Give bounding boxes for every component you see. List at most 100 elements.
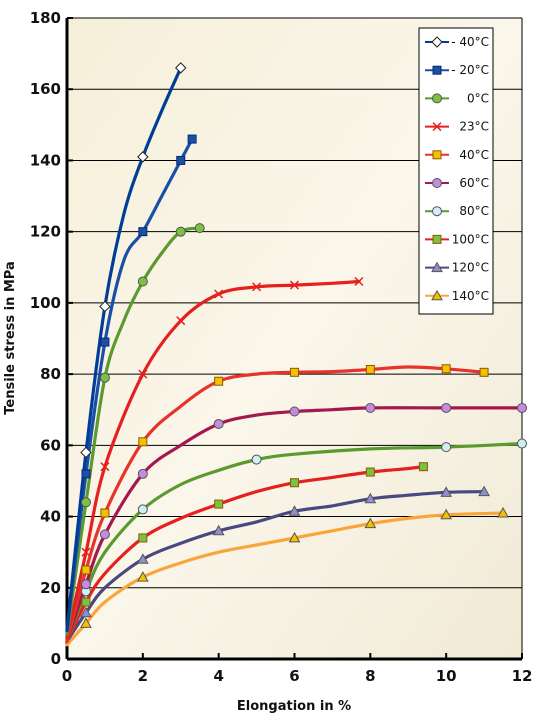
series-6-point-4 [517,438,527,449]
series-8-point-1 [136,553,149,564]
x-axis-title: Elongation in % [237,699,351,714]
series-9-line [65,511,505,647]
tick-labels: 0 20 40 60 80 100 120 140 160 180 0 2 4 6 8 10 12 [30,9,533,685]
series-5-point-4 [289,406,300,417]
series-9-point-1 [136,571,149,582]
series-8-point-3 [288,505,301,516]
x-tick-label-4: 4 [213,667,223,685]
axes [65,17,523,661]
series-3-point-4 [214,289,224,299]
legend: - 40°C - 20°C 0°C 23°C 40°C 60°C 80°C 100°C 120°… [418,27,494,315]
series-7-point-2 [214,499,224,509]
x-tick-label-12: 12 [512,667,533,685]
series-4-point-4 [290,367,299,377]
series-2-point-2 [137,276,148,287]
legend-marker-9 [431,289,443,301]
series-5-point-7 [517,402,527,413]
series-7-point-4 [365,467,375,477]
y-tick-label-140: 140 [30,151,61,169]
series-3-point-3 [176,316,186,326]
series-3-point-2 [138,369,148,379]
legend-label-6: 80°C [459,204,489,218]
series-8-point-0 [80,606,92,618]
series-0-point-2 [137,151,149,163]
x-tick-label-2: 2 [138,667,148,685]
y-tick-label-80: 80 [40,365,61,383]
y-tick-label-0: 0 [51,650,61,668]
series-2-point-4 [194,223,205,234]
series-3-point-5 [252,282,262,292]
x-tick-label-10: 10 [436,667,457,685]
series-5-point-3 [213,418,224,429]
series-9-point-5 [497,506,509,518]
series-7-point-0 [81,597,91,607]
series-8-line [65,490,486,643]
series-6-point-2 [251,454,262,465]
series-4-point-0 [81,565,91,575]
series-4-point-6 [441,364,451,374]
x-tick-label-6: 6 [289,667,299,685]
series-1-point-1 [100,337,110,347]
series-3-point-6 [289,280,300,290]
y-tick-label-20: 20 [40,579,61,597]
series-1-point-4 [187,134,197,144]
legend-marker-1 [432,65,442,75]
legend-label-1: - 20°C [451,63,489,77]
legend-label-5: 60°C [459,176,489,190]
x-tick-label-0: 0 [62,667,72,685]
x-tick-label-8: 8 [365,667,375,685]
y-tick-label-180: 180 [30,9,61,27]
legend-marker-6 [432,206,442,217]
legend-marker-2 [432,93,442,104]
series-3-point-7 [354,276,364,287]
series-9-point-3 [364,517,377,529]
series-3-point-1 [100,462,110,472]
legend-label-7: 100°C [452,232,489,246]
legend-marker-4 [432,150,442,160]
series-4-point-7 [479,367,489,377]
series-0-point-3 [175,62,187,74]
series-4-point-5 [365,364,375,374]
legend-marker-7 [432,234,442,244]
series-9-point-2 [288,531,301,543]
y-tick-label-120: 120 [30,223,61,241]
series-4-point-3 [214,376,224,386]
series-7-point-3 [290,478,299,488]
y-tick-label-60: 60 [40,436,61,454]
series-1-line [65,137,194,633]
markers-layer [80,62,527,628]
series-3-point-0 [81,547,91,557]
series-5-point-1 [99,529,110,540]
series-6-point-1 [137,504,148,515]
series-8-point-5 [440,486,453,497]
series-1-point-0 [81,469,91,479]
series-2-point-0 [80,497,91,508]
series-7-point-1 [138,533,148,543]
series-5-point-2 [137,468,148,479]
series-1-point-3 [176,155,186,165]
y-axis-title: Tensile stress in MPa [3,261,18,415]
series-7-point-5 [418,462,428,472]
series-8-point-4 [364,492,377,504]
legend-label-0: - 40°C [451,35,489,49]
series-5-point-5 [365,402,376,413]
series-9-point-4 [440,508,453,520]
legend-label-4: 40°C [459,148,489,162]
series-5-point-0 [80,579,91,590]
series-8-point-2 [212,524,225,536]
legend-box [418,27,494,315]
series-8-point-6 [478,485,490,497]
legend-marker-3 [432,122,442,132]
series-0-point-0 [80,446,92,459]
legend-label-3: 23°C [459,120,489,134]
series-0-point-1 [99,300,111,313]
legend-label-2: 0°C [467,91,489,105]
series-4-point-2 [138,437,148,447]
series-6-point-3 [441,442,452,453]
series-0-line [65,66,183,633]
legend-marker-5 [432,178,442,188]
legend-label-8: 120°C [452,261,489,275]
series-6-line [65,442,524,643]
legend-label-9: 140°C [452,289,489,303]
